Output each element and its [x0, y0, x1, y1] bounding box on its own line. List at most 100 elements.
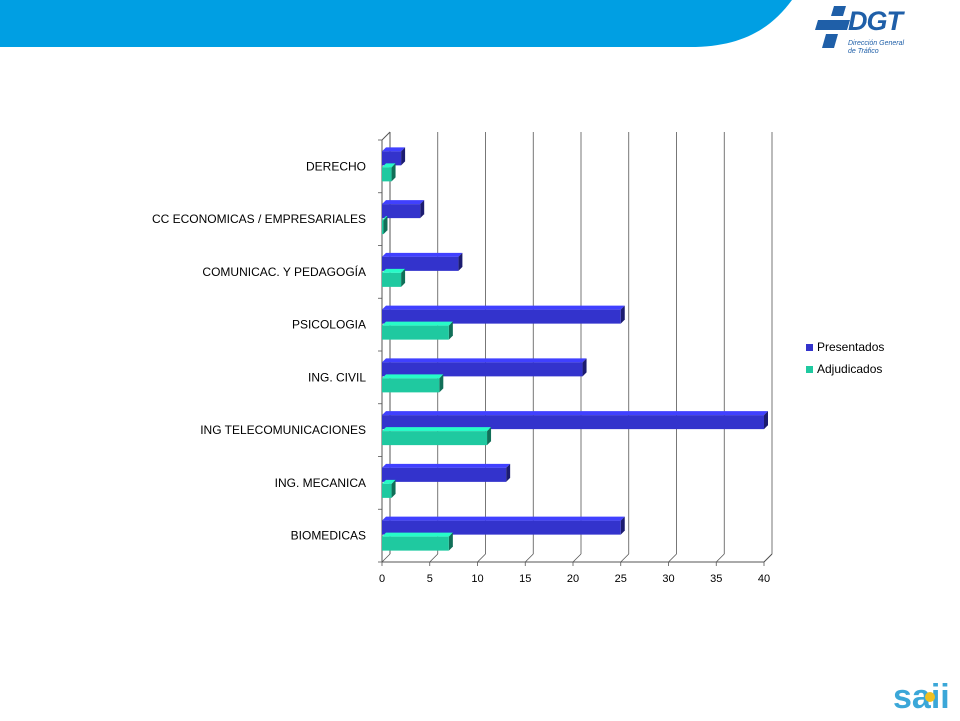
saii-logo-word: saii — [893, 678, 950, 716]
bar-front-face — [382, 272, 402, 287]
bar-presentados-3 — [382, 305, 625, 324]
bar-side-face — [764, 411, 768, 430]
dgt-logo-subtitle: Dirección General de Tráfico — [848, 40, 904, 56]
x-tick-label-1: 5 — [427, 573, 433, 585]
bar-front-face — [382, 256, 459, 271]
wall-top-edge — [381, 131, 391, 141]
bar-side-face — [458, 252, 463, 271]
bar-side-face — [448, 321, 453, 340]
category-label-5: ING TELECOMUNICACIONES — [200, 423, 366, 437]
bar-side-face — [391, 163, 396, 182]
bar-presentados-0 — [382, 147, 406, 166]
chart-legend: Presentados Adjudicados — [806, 336, 884, 380]
bar-front-face — [382, 536, 449, 551]
dgt-logo: DGT Dirección General de Tráfico — [812, 4, 932, 62]
bar-top-face — [382, 479, 396, 484]
x-tick-label-5: 25 — [615, 573, 627, 585]
bar-top-face — [382, 163, 396, 168]
bar-top-face — [382, 147, 406, 152]
bar-adjudicados-1 — [382, 216, 388, 235]
bar-front-face — [382, 467, 507, 482]
category-label-6: ING. MECANICA — [275, 476, 366, 490]
gridline-floor-5 — [620, 553, 630, 563]
bar-presentados-2 — [382, 252, 463, 271]
bar-front-face — [382, 483, 392, 498]
bar-front-face — [382, 431, 488, 446]
x-tick-label-4: 20 — [567, 573, 579, 585]
bar-top-face — [382, 358, 587, 363]
x-tick-label-0: 0 — [379, 573, 385, 585]
gridline-floor-4 — [572, 553, 582, 563]
bar-adjudicados-7 — [382, 532, 453, 551]
bar-layer — [382, 147, 768, 551]
bar-top-face — [382, 268, 406, 273]
bar-top-face — [382, 321, 453, 326]
saii-logo-icon: saii — [893, 678, 950, 716]
x-tick-label-8: 40 — [758, 573, 770, 585]
bar-adjudicados-3 — [382, 321, 453, 340]
bar-front-face — [382, 325, 449, 340]
grid-layer — [381, 132, 773, 563]
bar-front-face — [382, 520, 621, 535]
bar-side-face — [401, 147, 406, 166]
floor-right-edge — [763, 553, 773, 563]
bar-adjudicados-0 — [382, 163, 396, 182]
bar-side-face — [383, 216, 388, 235]
bar-presentados-7 — [382, 516, 625, 535]
bar-side-face — [620, 516, 625, 535]
bar-adjudicados-5 — [382, 427, 492, 446]
bar-adjudicados-4 — [382, 374, 444, 393]
legend-label-adjudicados: Adjudicados — [817, 362, 883, 376]
bar-side-face — [620, 305, 625, 324]
bar-side-face — [506, 463, 511, 482]
bar-front-face — [382, 204, 421, 219]
bar-top-face — [382, 252, 463, 257]
legend-item-adjudicados: Adjudicados — [806, 358, 884, 380]
bar-side-face — [401, 268, 406, 287]
bar-adjudicados-2 — [382, 268, 406, 287]
bar-top-face — [382, 216, 388, 221]
legend-label-presentados: Presentados — [817, 340, 885, 354]
bar-top-face — [382, 411, 768, 416]
gridline-floor-1 — [429, 553, 439, 563]
category-label-3: PSICOLOGIA — [292, 318, 366, 332]
saii-logo: saii — [893, 676, 955, 716]
gridline-floor-3 — [524, 553, 534, 563]
bar-presentados-1 — [382, 200, 425, 219]
top-banner — [0, 0, 792, 47]
bar-presentados-6 — [382, 463, 511, 482]
x-tick-label-7: 35 — [710, 573, 722, 585]
bar-top-face — [382, 200, 425, 205]
bar-side-face — [582, 358, 587, 377]
category-label-0: DERECHO — [306, 159, 366, 173]
banner-shape — [0, 0, 792, 47]
bar-side-face — [420, 200, 425, 219]
bar-side-face — [487, 427, 492, 446]
bar-presentados-5 — [382, 411, 768, 430]
bar-adjudicados-6 — [382, 479, 396, 498]
bar-top-face — [382, 305, 625, 310]
dgt-logo-word: DGT — [848, 6, 903, 36]
gridline-floor-0 — [381, 553, 391, 563]
x-tick-label-2: 10 — [471, 573, 483, 585]
gridline-floor-2 — [477, 553, 486, 563]
bar-side-face — [448, 532, 453, 551]
bar-front-face — [382, 378, 440, 393]
gridline-floor-7 — [715, 553, 725, 563]
category-label-1: CC ECONOMICAS / EMPRESARIALES — [152, 212, 366, 226]
bar-front-face — [382, 415, 764, 430]
gridline-floor-6 — [668, 553, 677, 563]
category-label-4: ING. CIVIL — [308, 370, 366, 384]
label-layer: 0 5 10 15 20 25 30 35 40 DERECHO CC ECONOMICAS / E… — [152, 159, 770, 585]
dgt-subtitle-line1: Dirección General — [848, 40, 905, 47]
bar-front-face — [382, 167, 392, 182]
bar-top-face — [382, 532, 453, 537]
axis-layer — [378, 131, 773, 566]
legend-swatch-adjudicados — [806, 365, 813, 373]
dgt-subtitle-line2: de Tráfico — [848, 48, 879, 55]
bar-presentados-4 — [382, 358, 587, 377]
legend-swatch-presentados — [806, 343, 813, 351]
dgt-emblem-icon — [815, 6, 850, 48]
bar-front-face — [382, 220, 384, 235]
